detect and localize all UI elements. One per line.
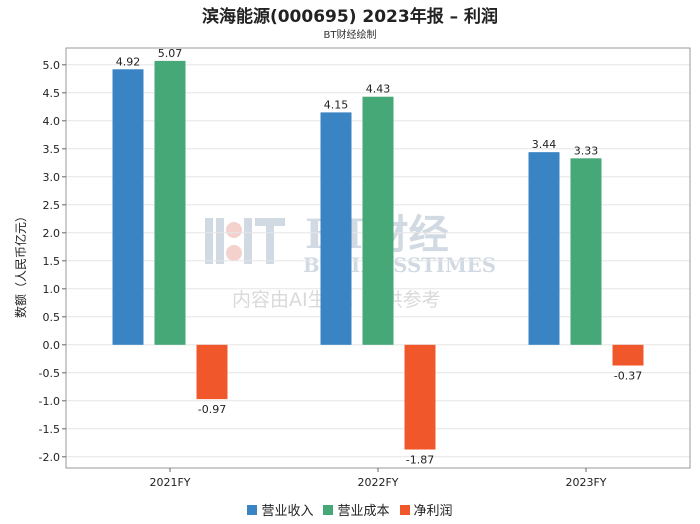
- data-label: 4.92: [116, 55, 141, 68]
- x-axis: 2021FY 2022FY 2023FY: [149, 468, 607, 489]
- y-axis: 5.0 4.5 4.0 3.5 3.0 2.5 2.0 1.5 1.0 0.5 0.0 -0.5 -1.…: [39, 59, 66, 464]
- y-tick-label: 1.5: [43, 255, 61, 268]
- data-label: 3.33: [574, 144, 599, 157]
- data-label: -1.87: [406, 454, 434, 467]
- chart-title: 滨海能源(000695) 2023年报 – 利润: [201, 7, 499, 27]
- x-tick-label: 2022FY: [357, 476, 398, 489]
- y-tick-label: -1.0: [39, 395, 60, 408]
- y-tick-label: -2.0: [39, 451, 60, 464]
- y-tick-label: 0.5: [43, 311, 61, 324]
- legend-swatch: [323, 504, 334, 515]
- legend: 营业收入 营业成本 净利润: [0, 500, 700, 519]
- data-label: 3.44: [532, 138, 557, 151]
- data-label: 5.07: [158, 47, 183, 60]
- x-tick-label: 2021FY: [149, 476, 190, 489]
- bars: 4.92 5.07 -0.97 4.15 4.43 -1.87 3.44 3.33 -0.37: [112, 47, 644, 467]
- bar-2021FY-营业成本: [154, 60, 186, 345]
- y-tick-label: 4.5: [43, 87, 61, 100]
- data-label: -0.97: [198, 403, 226, 416]
- y-axis-label: 数额（人民币亿元）: [13, 210, 28, 318]
- bar-2023FY-营业成本: [570, 158, 602, 345]
- bar-2022FY-净利润: [404, 344, 436, 450]
- chart-subtitle: BT财经绘制: [323, 30, 377, 41]
- bar-2021FY-营业收入: [112, 69, 144, 345]
- legend-label: 净利润: [413, 504, 453, 519]
- bar-2022FY-营业成本: [362, 96, 394, 345]
- legend-item: 营业收入: [247, 500, 313, 519]
- watermark-logo-icon: [205, 218, 285, 264]
- legend-item: 净利润: [399, 500, 453, 519]
- legend-item: 营业成本: [323, 500, 390, 519]
- bar-2022FY-营业收入: [320, 112, 352, 345]
- y-tick-label: -1.5: [39, 423, 60, 436]
- legend-swatch: [399, 504, 410, 515]
- data-label: -0.37: [614, 370, 642, 383]
- y-tick-label: 5.0: [43, 59, 61, 72]
- y-tick-label: 2.0: [43, 227, 61, 240]
- data-label: 4.15: [324, 98, 349, 111]
- y-tick-label: 4.0: [43, 115, 61, 128]
- y-tick-label: 1.0: [43, 283, 61, 296]
- data-label: 4.43: [366, 83, 391, 96]
- bar-2023FY-营业收入: [528, 152, 560, 345]
- x-tick-label: 2023FY: [565, 476, 606, 489]
- legend-label: 营业成本: [337, 504, 390, 519]
- y-tick-label: 2.5: [43, 199, 61, 212]
- y-tick-label: 0.0: [43, 339, 61, 352]
- legend-label: 营业收入: [261, 504, 314, 519]
- y-tick-label: -0.5: [39, 367, 60, 380]
- y-tick-label: 3.5: [43, 143, 61, 156]
- legend-swatch: [247, 504, 258, 515]
- bar-2023FY-净利润: [612, 344, 644, 366]
- bar-2021FY-净利润: [196, 344, 228, 400]
- y-tick-label: 3.0: [43, 171, 61, 184]
